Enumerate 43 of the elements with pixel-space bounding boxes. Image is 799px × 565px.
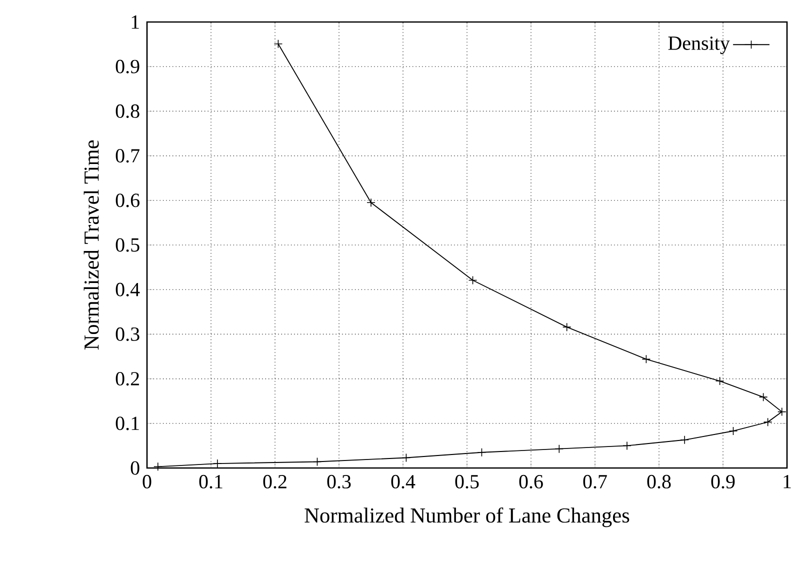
- point: [213, 459, 222, 468]
- y-tick-label: 1: [132, 15, 139, 29]
- y-tick-label: 0.5: [116, 238, 140, 252]
- y-tick-label: 0.3: [116, 327, 140, 341]
- point: [274, 39, 283, 48]
- x-tick-label: 0.7: [583, 474, 607, 489]
- point: [622, 441, 632, 450]
- point: [758, 392, 768, 402]
- y-tick-label: 0.7: [116, 149, 140, 163]
- x-tick-label: 0.6: [519, 474, 543, 489]
- point: [468, 276, 478, 285]
- x-tick-label: 0.9: [711, 474, 735, 489]
- point: [715, 376, 724, 386]
- point: [777, 407, 786, 416]
- y-tick-label: 0.1: [116, 416, 139, 430]
- x-tick-label: 0.8: [647, 474, 671, 489]
- x-axis-title: Normalized Number of Lane Changes: [304, 507, 630, 528]
- point: [642, 354, 651, 364]
- point: [402, 453, 411, 462]
- point: [680, 436, 690, 444]
- legend-label: Density: [668, 36, 730, 54]
- y-tick-label: 0.2: [116, 372, 139, 386]
- y-axis-title: Normalized Travel Time: [84, 140, 99, 350]
- point: [763, 418, 772, 426]
- x-tick-label: 0.3: [327, 474, 351, 489]
- x-tick-label: 0.2: [263, 474, 286, 489]
- y-tick-label: 0.9: [116, 60, 140, 74]
- point: [554, 444, 564, 454]
- x-tick-label: 0: [142, 474, 152, 488]
- point: [562, 322, 572, 332]
- y-tick-label: 0: [130, 461, 140, 475]
- x-tick-label: 0.1: [199, 474, 222, 489]
- y-tick-label: 0.8: [116, 104, 140, 118]
- point: [153, 462, 162, 472]
- x-tick-label: 0.5: [455, 474, 479, 489]
- x-tick-label: 0.4: [391, 474, 416, 489]
- point: [728, 426, 738, 436]
- point: [312, 457, 322, 466]
- y-tick-label: 0.6: [116, 194, 140, 208]
- point: [477, 448, 486, 457]
- x-tick-label: 1: [784, 474, 791, 488]
- y-tick-label: 0.4: [116, 282, 140, 296]
- point: [366, 198, 376, 208]
